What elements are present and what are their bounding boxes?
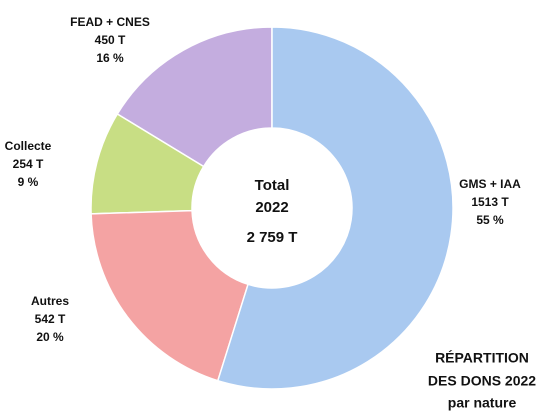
slice-value: 1513 T xyxy=(471,195,509,209)
slice-share: 16 % xyxy=(96,51,124,65)
donut-slice xyxy=(116,26,273,168)
slice-label: GMS + IAA xyxy=(459,177,521,191)
chart-title: RÉPARTITION xyxy=(435,350,529,366)
chart-title: DES DONS 2022 xyxy=(428,373,536,389)
slice-value: 542 T xyxy=(35,312,66,326)
slice-value: 450 T xyxy=(95,33,126,47)
center-label: Total xyxy=(255,177,290,194)
slice-share: 20 % xyxy=(36,330,64,344)
center-year: 2022 xyxy=(255,199,288,216)
slice-label: Autres xyxy=(31,294,69,308)
slice-share: 55 % xyxy=(476,213,504,227)
donut-slice xyxy=(216,26,454,390)
chart-title: par nature xyxy=(448,395,517,411)
slice-label: Collecte xyxy=(5,139,52,153)
slice-label: FEAD + CNES xyxy=(70,15,150,29)
center-total: 2 759 T xyxy=(247,229,298,246)
slice-share: 9 % xyxy=(18,175,39,189)
donut-slice xyxy=(90,112,205,215)
slice-value: 254 T xyxy=(13,157,44,171)
donut-slice xyxy=(90,209,249,382)
